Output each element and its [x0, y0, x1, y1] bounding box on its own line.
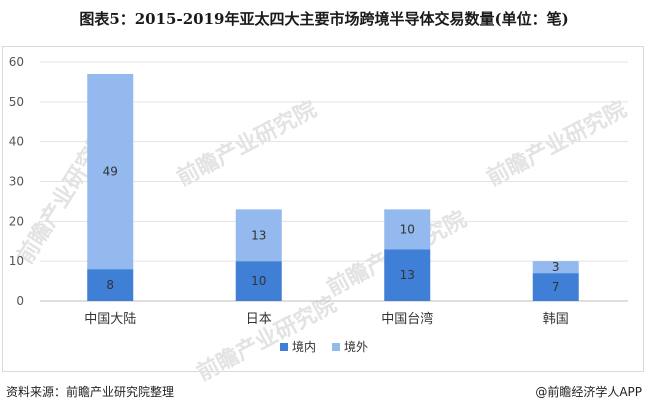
bar-segment-domestic [235, 261, 282, 301]
bars: 8 49 10 13 13 10 7 3 [87, 73, 579, 301]
brand-credit: @前瞻经济学人APP [535, 385, 642, 399]
bar-segment-overseas [384, 209, 431, 250]
bar-segment-overseas [87, 73, 134, 270]
data-label: 10 [251, 274, 266, 288]
y-tick-label: 50 [9, 95, 24, 109]
gridlines [40, 61, 628, 302]
y-tick-label: 20 [9, 214, 24, 228]
data-label: 49 [103, 165, 118, 179]
y-tick-label: 30 [9, 175, 24, 189]
y-tick-label: 0 [16, 294, 24, 308]
data-label: 10 [400, 222, 415, 236]
bar-segment-overseas [235, 209, 282, 262]
bar-segment-domestic [384, 249, 431, 301]
x-tick-label: 中国大陆 [84, 311, 136, 327]
data-label: 8 [106, 278, 114, 292]
x-tick-label: 日本 [246, 312, 272, 327]
bar-segment-domestic [87, 269, 134, 301]
footer: 资料来源：前瞻产业研究院整理 @前瞻经济学人APP [6, 383, 642, 407]
legend-swatch-overseas [332, 343, 340, 351]
data-label: 7 [552, 280, 560, 294]
y-axis-ticks: 0 10 20 30 40 50 60 [9, 55, 24, 308]
x-axis: 中国大陆 日本 中国台湾 韩国 [84, 311, 569, 327]
bar-segment-overseas [532, 261, 579, 274]
chart-frame [2, 46, 644, 372]
watermark-text: 前瞻产业研究院 [193, 291, 341, 386]
source-note: 资料来源：前瞻产业研究院整理 [6, 385, 175, 399]
watermark-text: 前瞻产业研究院 [483, 96, 631, 191]
data-label: 13 [400, 268, 415, 282]
watermark-text: 前瞻产业研究院 [173, 96, 321, 191]
data-label: 13 [251, 228, 266, 242]
legend: 境内 境外 [280, 339, 368, 354]
x-tick-label: 中国台湾 [381, 311, 433, 327]
y-tick-label: 40 [9, 135, 24, 149]
legend-label: 境内 [292, 339, 316, 354]
x-tick-label: 韩国 [543, 312, 569, 327]
data-label: 3 [552, 260, 560, 274]
chart-title: 图表5：2015-2019年亚太四大主要市场跨境半导体交易数量(单位：笔) [79, 10, 569, 28]
legend-label: 境外 [344, 339, 368, 354]
y-tick-label: 60 [9, 55, 24, 69]
y-tick-label: 10 [9, 254, 24, 268]
legend-swatch-domestic [280, 343, 288, 351]
bar-segment-domestic [532, 273, 579, 301]
